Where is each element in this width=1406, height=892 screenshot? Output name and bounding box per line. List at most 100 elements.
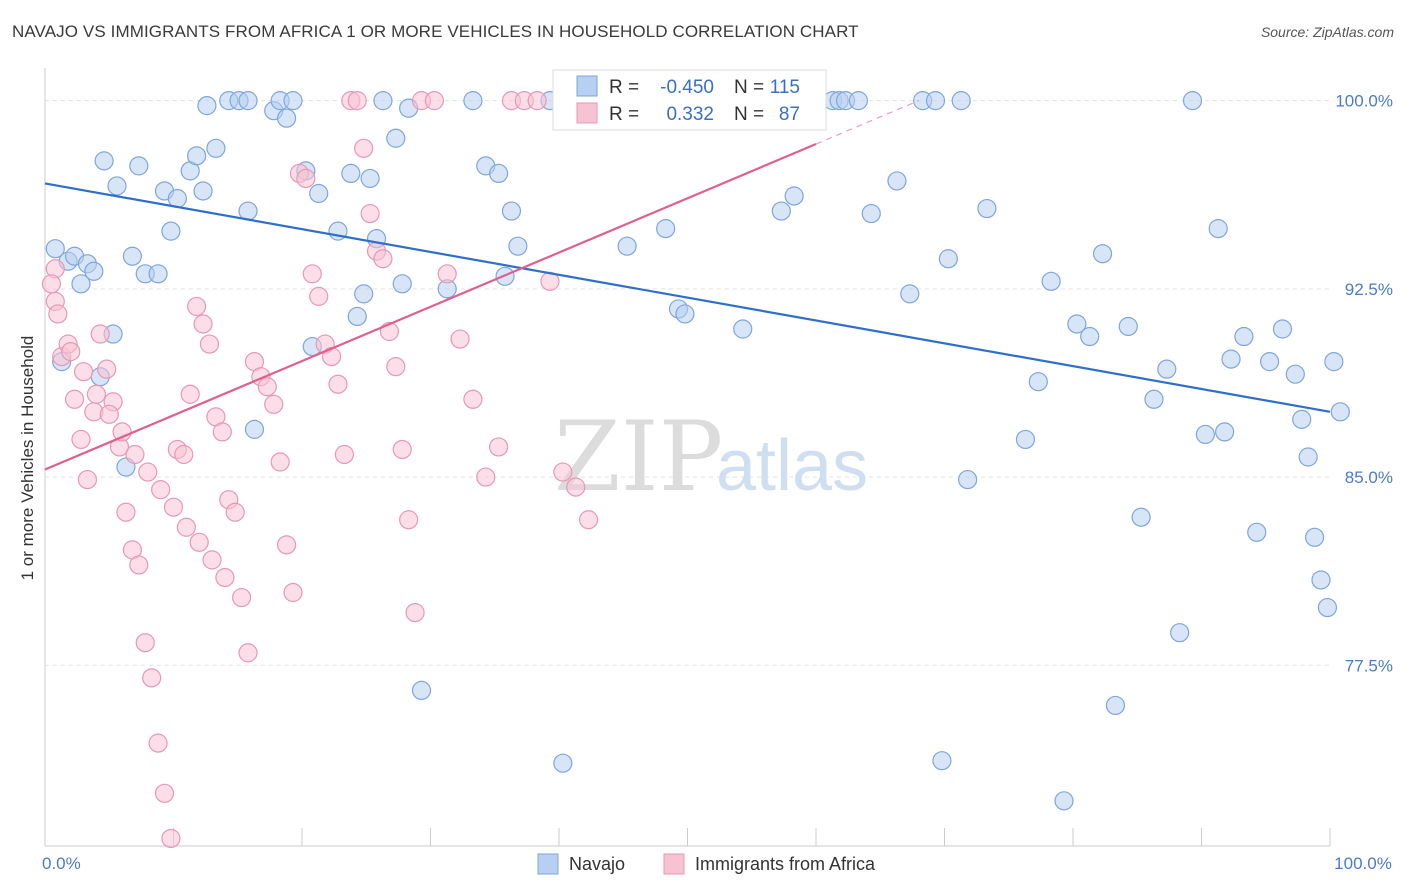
point-navajo-84 (977, 198, 997, 219)
point-navajo-46 (411, 680, 432, 701)
point-africa-29 (225, 502, 245, 522)
point-navajo-92 (1105, 695, 1126, 716)
watermark-zip: ZIP (554, 401, 723, 513)
point-africa-42 (309, 286, 329, 306)
point-africa-12 (116, 502, 136, 522)
point-navajo-31 (276, 108, 297, 128)
point-navajo-62 (656, 219, 676, 239)
point-africa-83 (176, 517, 196, 537)
stats-swatch-navajo (576, 75, 598, 97)
point-navajo-22 (197, 96, 217, 116)
legend-swatch-navajo (537, 853, 559, 875)
point-navajo-98 (1182, 91, 1203, 111)
point-africa-40 (296, 168, 316, 189)
point-navajo-55 (553, 753, 573, 773)
point-navajo-81 (938, 249, 958, 269)
point-navajo-111 (1311, 570, 1331, 590)
watermark-atlas: atlas (716, 426, 868, 506)
point-navajo-106 (1272, 319, 1293, 339)
point-africa-35 (264, 394, 284, 414)
stats-africa-r-value: 0.332 (666, 104, 714, 125)
point-navajo-105 (1260, 352, 1280, 372)
point-africa-78 (112, 422, 132, 442)
point-navajo-110 (1304, 527, 1325, 547)
point-navajo-75 (861, 203, 881, 224)
point-africa-27 (212, 422, 232, 442)
point-navajo-66 (733, 319, 753, 339)
point-africa-60 (437, 264, 457, 284)
point-africa-67 (527, 91, 547, 111)
point-navajo-79 (925, 91, 946, 111)
stats-swatch-africa (576, 102, 598, 124)
stats-africa-n-label: N = (734, 104, 764, 125)
point-africa-73 (48, 304, 68, 324)
point-africa-48 (347, 91, 367, 111)
point-navajo-95 (1144, 389, 1164, 409)
point-navajo-100 (1208, 219, 1228, 239)
points-layer (41, 91, 1350, 849)
point-navajo-44 (392, 274, 412, 294)
point-africa-84 (189, 532, 209, 552)
point-navajo-42 (373, 91, 393, 111)
point-navajo-39 (354, 284, 374, 304)
point-africa-41 (302, 264, 322, 284)
point-africa-5 (71, 429, 91, 450)
watermark: ZIP atlas (554, 401, 868, 513)
point-africa-81 (151, 480, 171, 500)
point-africa-34 (257, 377, 277, 397)
point-navajo-6 (84, 261, 104, 281)
point-navajo-64 (675, 304, 695, 324)
point-navajo-94 (1131, 507, 1151, 527)
chart-title: NAVAJO VS IMMIGRANTS FROM AFRICA 1 OR MO… (12, 22, 859, 41)
point-navajo-86 (1028, 372, 1048, 392)
point-navajo-83 (958, 469, 978, 490)
y-tick-label-2: 85.0% (1345, 468, 1393, 487)
trend-line-africa (44, 143, 817, 471)
stats-navajo-n-label: N = (734, 77, 764, 98)
point-navajo-107 (1285, 364, 1305, 384)
stats-africa-n-value: 87 (779, 104, 800, 125)
y-tick-label-0: 100.0% (1335, 92, 1393, 111)
point-navajo-103 (1234, 326, 1254, 347)
point-navajo-10 (107, 176, 127, 196)
point-africa-8 (90, 324, 110, 344)
point-navajo-69 (771, 201, 791, 221)
point-africa-57 (405, 602, 425, 623)
point-navajo-112 (1317, 597, 1338, 618)
stats-navajo-n-value: 115 (770, 77, 800, 98)
point-navajo-4 (71, 274, 91, 294)
point-navajo-50 (489, 163, 509, 184)
point-africa-64 (489, 437, 509, 457)
point-africa-15 (135, 633, 155, 653)
point-navajo-21 (193, 181, 213, 201)
point-africa-54 (386, 357, 406, 377)
point-africa-16 (142, 668, 162, 688)
point-navajo-80 (932, 751, 952, 771)
point-africa-77 (99, 404, 119, 424)
point-navajo-35 (309, 183, 329, 204)
chart-source: Source: ZipAtlas.com (1260, 24, 1394, 40)
legend-swatch-africa (663, 853, 685, 875)
point-navajo-77 (900, 284, 920, 304)
point-navajo-76 (887, 171, 907, 191)
point-africa-72 (41, 274, 62, 294)
point-navajo-108 (1292, 409, 1312, 429)
point-navajo-113 (1324, 352, 1344, 372)
point-navajo-17 (161, 221, 181, 241)
legend-label-africa: Immigrants from Africa (695, 854, 876, 874)
point-navajo-28 (244, 419, 265, 439)
point-africa-22 (180, 384, 200, 404)
point-navajo-97 (1170, 623, 1190, 643)
point-navajo-109 (1298, 447, 1318, 467)
trend-line-africa-extension (815, 100, 920, 145)
point-africa-80 (138, 462, 158, 482)
point-africa-55 (392, 439, 412, 460)
axis-layer: 100.0% 92.5% 85.0% 77.5% 0.0% 100.0% (42, 68, 1393, 873)
stats-navajo-r-label: R = (609, 77, 639, 98)
point-africa-17 (148, 733, 168, 753)
trend-layer (44, 100, 1331, 471)
point-africa-23 (187, 296, 207, 317)
point-africa-79 (125, 444, 145, 465)
grid-layer (45, 100, 1330, 666)
point-africa-76 (86, 384, 107, 404)
